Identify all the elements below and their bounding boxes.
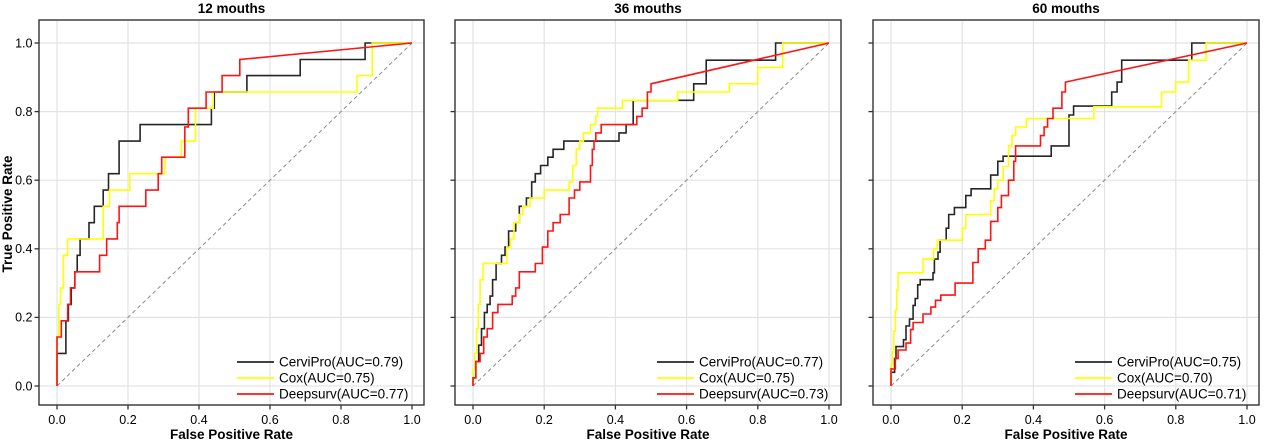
panel-title: 60 mouths: [1032, 1, 1100, 16]
roc-panel-60-months: 0.0 0.2 0.4 0.6 0.8 1.0 60 mouths False Positiv…: [850, 0, 1268, 444]
y-axis-label: True Positive Rate: [0, 155, 15, 273]
y-axis-tick-label: 0.0: [15, 379, 32, 393]
x-axis-label: False Positive Rate: [170, 427, 294, 442]
legend-label-cervipro: CerviPro(AUC=0.77): [699, 355, 823, 370]
y-axis-tick-label: 0.6: [15, 174, 32, 188]
x-axis-tick-label: 0.4: [1025, 413, 1042, 427]
x-axis-tick-label: 0.6: [1096, 413, 1113, 427]
x-axis-tick-label: 0.8: [1167, 413, 1184, 427]
legend-label-deepsurv: Deepsurv(AUC=0.77): [279, 387, 408, 402]
roc-panel-12-months: 0.0 0.2 0.4 0.6 0.8 1.0 0.0 0.2 0.4 0.6 0.8 1.0 12 m…: [0, 0, 432, 444]
panel-title: 12 mouths: [198, 1, 266, 16]
x-axis-tick-label: 0.8: [332, 413, 349, 427]
roc-curve-cox: [56, 42, 412, 386]
legend-label-deepsurv: Deepsurv(AUC=0.71): [1117, 387, 1246, 402]
roc-curve-cervipro: [890, 42, 1247, 386]
legend-label-deepsurv: Deepsurv(AUC=0.73): [699, 387, 828, 402]
legend-label-cervipro: CerviPro(AUC=0.75): [1117, 355, 1241, 370]
panel-background: [850, 0, 1268, 444]
x-axis-tick-label: 0.6: [261, 413, 278, 427]
panel-border: [454, 19, 842, 406]
roc-curve-deepsurv: [56, 42, 413, 386]
panel-background: [0, 0, 432, 444]
legend-label-cox: Cox(AUC=0.70): [1117, 371, 1213, 386]
diagonal-reference-line: [56, 42, 413, 387]
x-axis-tick-label: 1.0: [1238, 413, 1255, 427]
x-axis-tick-label: 0.4: [190, 413, 207, 427]
x-axis-tick-label: 1.0: [403, 413, 420, 427]
x-axis-tick-label: 0.4: [607, 413, 624, 427]
y-axis-tick-label: 0.4: [15, 242, 32, 256]
x-axis-tick-label: 0.2: [954, 413, 971, 427]
roc-curve-deepsurv: [890, 42, 1248, 386]
x-axis-tick-label: 0.0: [882, 413, 899, 427]
diagonal-reference-line: [890, 42, 1248, 387]
panel-title: 36 mouths: [614, 1, 682, 16]
panel-border: [38, 19, 425, 406]
x-axis-tick-label: 0.0: [48, 413, 65, 427]
roc-curve-deepsurv: [472, 42, 830, 386]
diagonal-reference-line: [472, 42, 830, 387]
x-axis-tick-label: 0.0: [464, 413, 481, 427]
x-axis-tick-label: 0.6: [678, 413, 695, 427]
legend-label-cox: Cox(AUC=0.75): [699, 371, 795, 386]
panel-background: [432, 0, 850, 444]
legend-label-cox: Cox(AUC=0.75): [279, 371, 375, 386]
roc-panel-36-months: 0.0 0.2 0.4 0.6 0.8 1.0 36 mouths False Positiv…: [432, 0, 850, 444]
x-axis-label: False Positive Rate: [586, 427, 710, 442]
x-axis-tick-label: 0.2: [536, 413, 553, 427]
y-axis-tick-label: 0.8: [15, 105, 32, 119]
roc-curve-cox: [472, 42, 829, 386]
legend-label-cervipro: CerviPro(AUC=0.79): [279, 355, 403, 370]
y-axis-tick-label: 0.2: [15, 311, 32, 325]
x-axis-tick-label: 1.0: [820, 413, 837, 427]
y-axis-tick-label: 1.0: [15, 36, 32, 50]
x-axis-label: False Positive Rate: [1004, 427, 1128, 442]
roc-curve-cox: [890, 42, 1247, 386]
x-axis-tick-label: 0.2: [119, 413, 136, 427]
panel-border: [872, 19, 1260, 406]
x-axis-tick-label: 0.8: [749, 413, 766, 427]
